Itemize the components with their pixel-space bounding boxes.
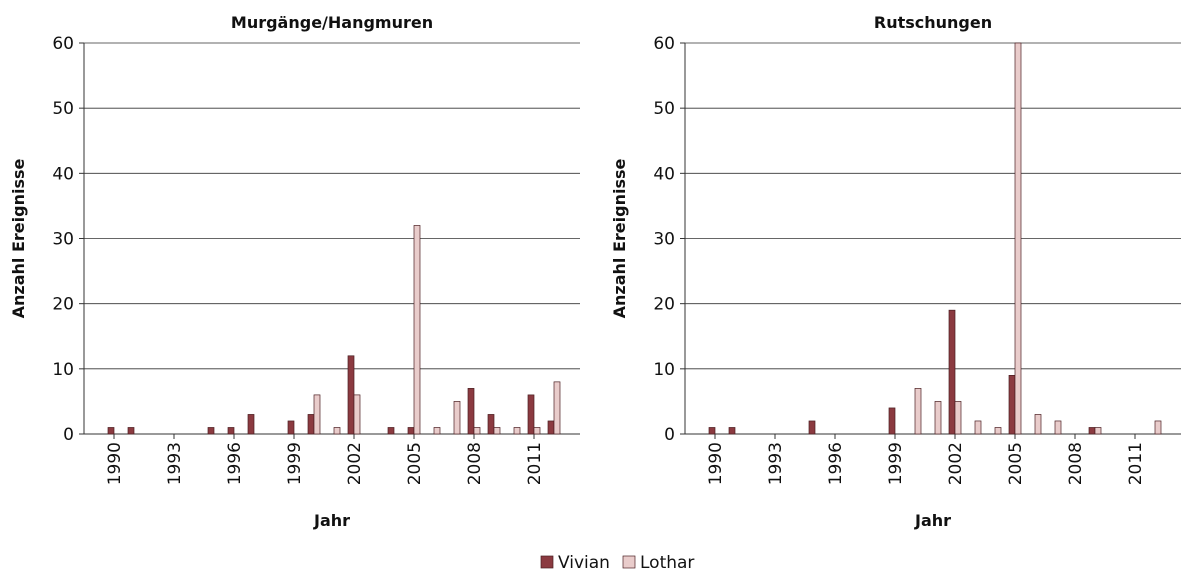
x-tick-label: 2008 — [1066, 442, 1086, 485]
x-axis-title: Jahr — [914, 511, 951, 530]
bar — [1088, 427, 1096, 435]
bar — [1094, 427, 1102, 435]
bar — [914, 388, 922, 435]
bar — [974, 420, 982, 435]
x-tick-label: 2011 — [1126, 442, 1146, 485]
y-tick-label: 40 — [52, 164, 74, 184]
y-tick-label: 50 — [52, 99, 74, 119]
x-tick-label: 1990 — [706, 442, 726, 485]
bar — [533, 427, 541, 435]
bar — [333, 427, 341, 435]
y-tick-label: 20 — [653, 295, 675, 315]
chart-title: Murgänge/Hangmuren — [231, 13, 433, 32]
bar — [347, 355, 355, 435]
bar — [547, 420, 555, 435]
bar — [1054, 420, 1062, 435]
bar — [934, 401, 942, 435]
bar — [527, 394, 535, 435]
bar — [127, 427, 135, 435]
bar — [493, 427, 501, 435]
x-tick-label: 1999 — [285, 442, 305, 485]
legend-label: Vivian — [558, 553, 610, 573]
y-axis-title: Anzahl Ereignisse — [9, 159, 28, 319]
x-tick-label: 2005 — [405, 442, 425, 485]
y-axis-title: Anzahl Ereignisse — [610, 159, 629, 319]
bar — [808, 420, 816, 435]
y-tick-label: 10 — [52, 360, 74, 380]
y-tick-label: 40 — [653, 164, 675, 184]
bar — [387, 427, 395, 435]
bar — [227, 427, 235, 435]
y-tick-label: 10 — [653, 360, 675, 380]
bar — [1154, 420, 1162, 435]
legend-label: Lothar — [640, 553, 694, 573]
bar — [954, 401, 962, 435]
y-tick-label: 0 — [664, 425, 675, 445]
x-tick-label: 1990 — [105, 442, 125, 485]
x-tick-label: 1999 — [886, 442, 906, 485]
bar — [287, 420, 295, 435]
bar — [728, 427, 736, 435]
bar — [513, 427, 521, 435]
y-tick-label: 50 — [653, 99, 675, 119]
bar — [313, 394, 321, 435]
legend-swatch — [540, 555, 554, 569]
x-axis-title: Jahr — [313, 511, 350, 530]
bar — [413, 225, 421, 435]
y-tick-label: 0 — [63, 425, 74, 445]
y-tick-label: 60 — [52, 34, 74, 54]
x-tick-label: 1993 — [165, 442, 185, 485]
bar — [207, 427, 215, 435]
bar — [888, 407, 896, 435]
bar — [553, 381, 561, 435]
bar — [948, 309, 956, 435]
x-tick-label: 2011 — [525, 442, 545, 485]
x-tick-label: 2005 — [1006, 442, 1026, 485]
bar — [994, 427, 1002, 435]
bar — [467, 388, 475, 435]
bar — [353, 394, 361, 435]
bar — [1014, 42, 1022, 435]
bar — [453, 401, 461, 435]
y-tick-label: 60 — [653, 34, 675, 54]
chart-title: Rutschungen — [874, 13, 992, 32]
bar — [1034, 414, 1042, 435]
bar — [307, 414, 315, 435]
bar — [433, 427, 441, 435]
y-tick-label: 30 — [52, 230, 74, 250]
bar — [247, 414, 255, 435]
bar — [487, 414, 495, 435]
bar — [407, 427, 415, 435]
y-tick-label: 30 — [653, 230, 675, 250]
bar — [473, 427, 481, 435]
x-tick-label: 2008 — [465, 442, 485, 485]
bar — [1008, 375, 1016, 435]
legend-swatch — [622, 555, 636, 569]
x-tick-label: 1993 — [766, 442, 786, 485]
x-tick-label: 2002 — [946, 442, 966, 485]
y-tick-label: 20 — [52, 295, 74, 315]
x-tick-label: 1996 — [225, 442, 245, 485]
bar — [107, 427, 115, 435]
x-tick-label: 2002 — [345, 442, 365, 485]
x-tick-label: 1996 — [826, 442, 846, 485]
bar — [708, 427, 716, 435]
